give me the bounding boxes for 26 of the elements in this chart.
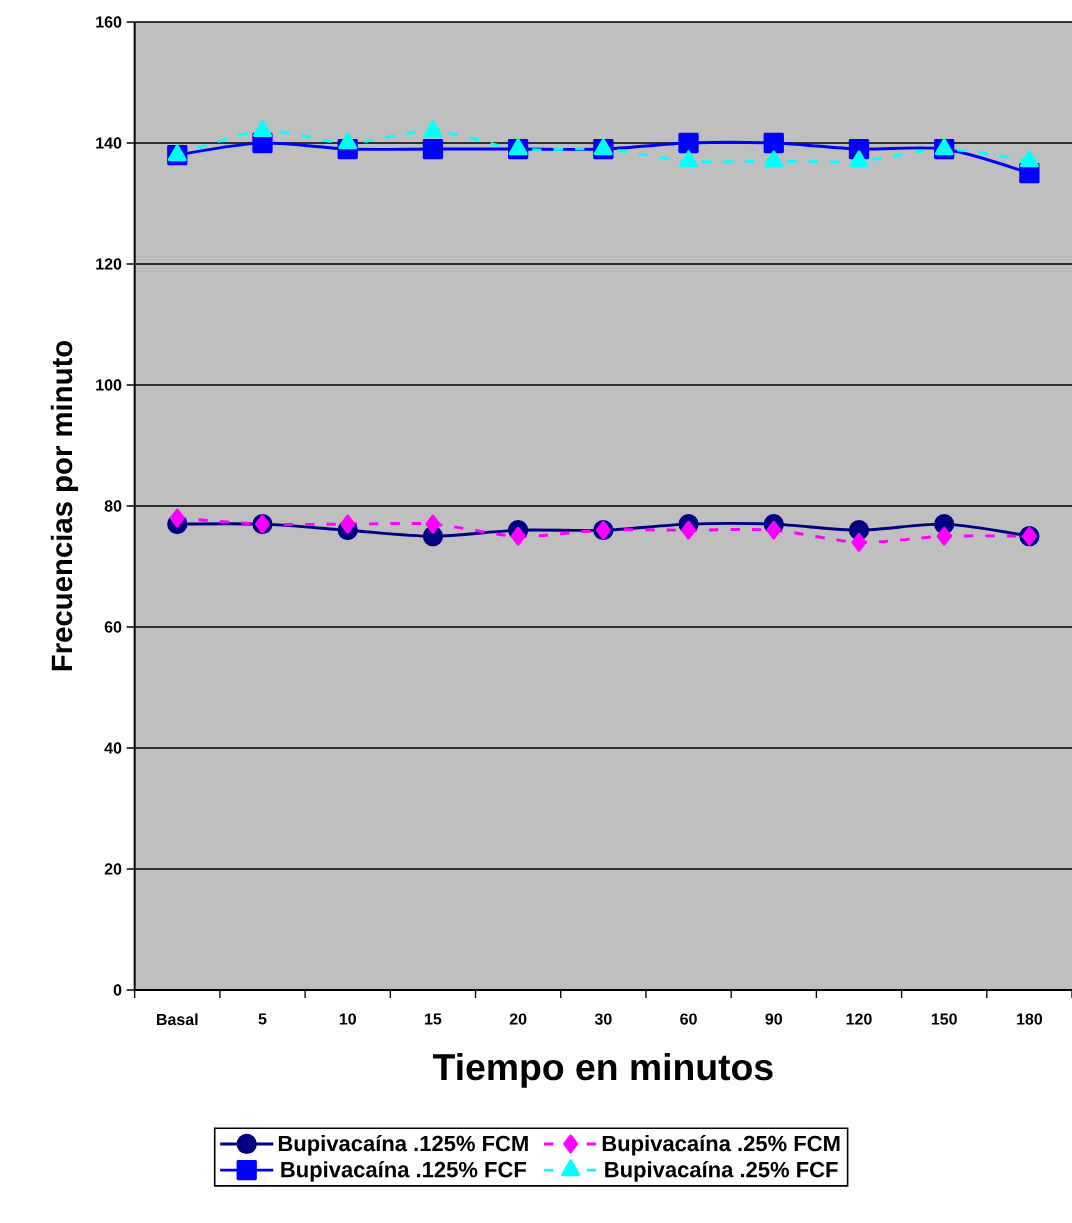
y-axis-title: Frecuencias por minuto — [50, 340, 79, 671]
legend-label: Bupivacaína .125% FCF — [281, 1161, 526, 1182]
legend-label: Bupivacaína .25% FCM — [602, 1134, 840, 1156]
x-tick-label: 120 — [846, 1013, 872, 1025]
x-tick-label: 20 — [509, 1013, 527, 1025]
y-tick-label: 0 — [113, 984, 122, 996]
y-tick-label: 40 — [104, 742, 122, 754]
y-tick-label: 120 — [96, 258, 122, 270]
y-tick-label: 60 — [104, 621, 122, 633]
x-tick-label: 5 — [258, 1013, 267, 1025]
y-tick-label: 140 — [96, 137, 122, 149]
y-tick-label: 100 — [96, 379, 122, 391]
y-tick-label: 20 — [104, 863, 122, 875]
y-tick-label: 80 — [104, 500, 122, 512]
x-tick-label: 150 — [931, 1013, 957, 1025]
legend-label: Bupivacaína .25% FCF — [605, 1161, 838, 1182]
legend-label: Bupivacaína .125% FCM — [278, 1134, 528, 1156]
x-tick-label: 60 — [680, 1013, 697, 1025]
y-tick-label: 160 — [96, 16, 122, 28]
x-tick-label: 10 — [339, 1013, 356, 1025]
x-tick-label: 90 — [765, 1013, 782, 1025]
x-tick-label: 15 — [425, 1013, 442, 1025]
x-tick-label: 30 — [594, 1013, 612, 1025]
x-tick-label: Basal — [156, 1013, 198, 1026]
x-axis-title: Tiempo en minutos — [432, 1052, 773, 1088]
x-tick-label: 180 — [1017, 1013, 1043, 1025]
